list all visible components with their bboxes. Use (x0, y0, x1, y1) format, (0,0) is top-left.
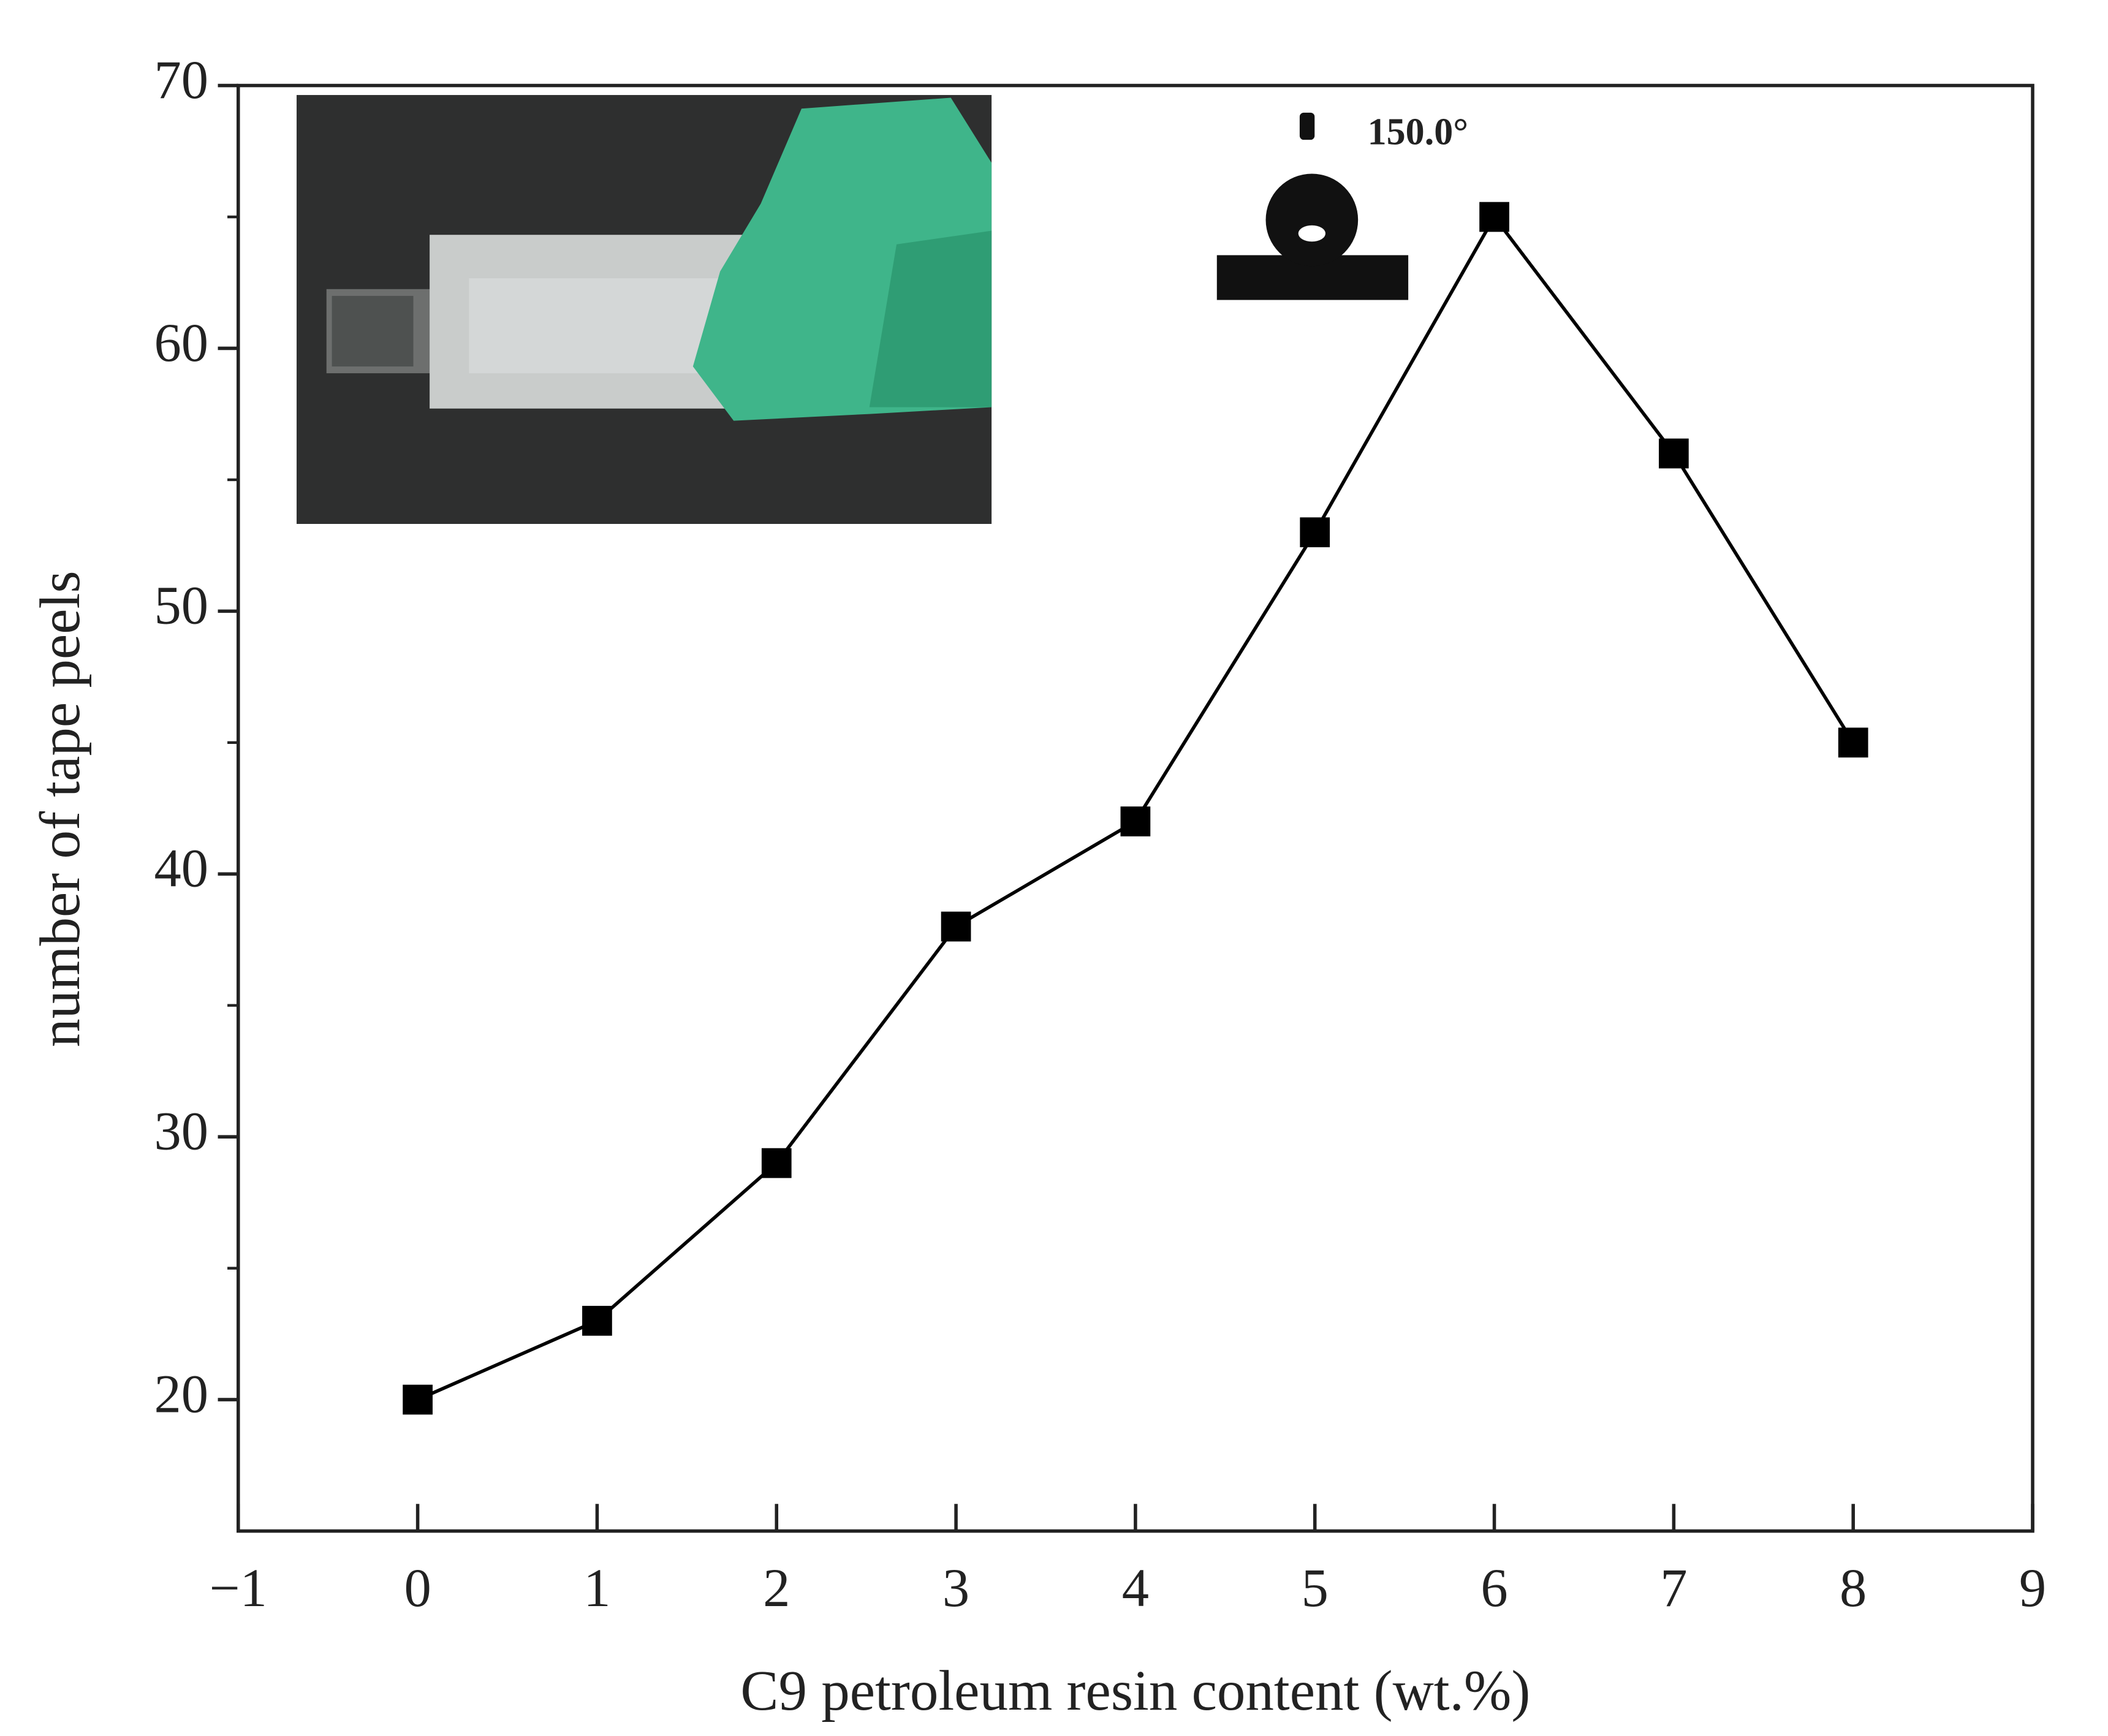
data-point (1659, 438, 1689, 469)
data-point (1838, 727, 1868, 758)
inset-photo (297, 95, 992, 524)
droplet-inset (1216, 112, 1409, 300)
data-point (1300, 517, 1330, 548)
data-point (761, 1148, 792, 1178)
x-tick-label: 2 (763, 1558, 790, 1618)
y-tick-label: 30 (154, 1102, 208, 1162)
x-tick-label: 0 (404, 1558, 431, 1618)
x-tick-label: 5 (1302, 1558, 1329, 1618)
data-point (1479, 202, 1509, 232)
data-point (941, 911, 971, 942)
x-tick-label: 4 (1122, 1558, 1149, 1618)
x-tick-label: 7 (1660, 1558, 1687, 1618)
x-tick-label: 6 (1481, 1558, 1507, 1618)
y-tick-label: 70 (154, 50, 208, 110)
y-tick-label: 20 (154, 1364, 208, 1424)
y-axis-label: number of tape peels (29, 570, 92, 1047)
x-axis-label: C9 petroleum resin content (wt.%) (740, 1659, 1530, 1723)
x-tick-label: 8 (1840, 1558, 1867, 1618)
y-tick-label: 60 (154, 313, 208, 373)
x-tick-label: 3 (942, 1558, 969, 1618)
x-tick-label: 9 (2019, 1558, 2046, 1618)
x-tick-label: 1 (583, 1558, 610, 1618)
annotation: 150.0° (1368, 112, 1468, 153)
y-tick-label: 50 (154, 576, 208, 636)
y-tick-label: 40 (154, 839, 208, 899)
data-point (582, 1306, 612, 1336)
data-point (403, 1384, 433, 1415)
data-point (1120, 806, 1151, 836)
x-tick-label: −1 (210, 1558, 267, 1618)
